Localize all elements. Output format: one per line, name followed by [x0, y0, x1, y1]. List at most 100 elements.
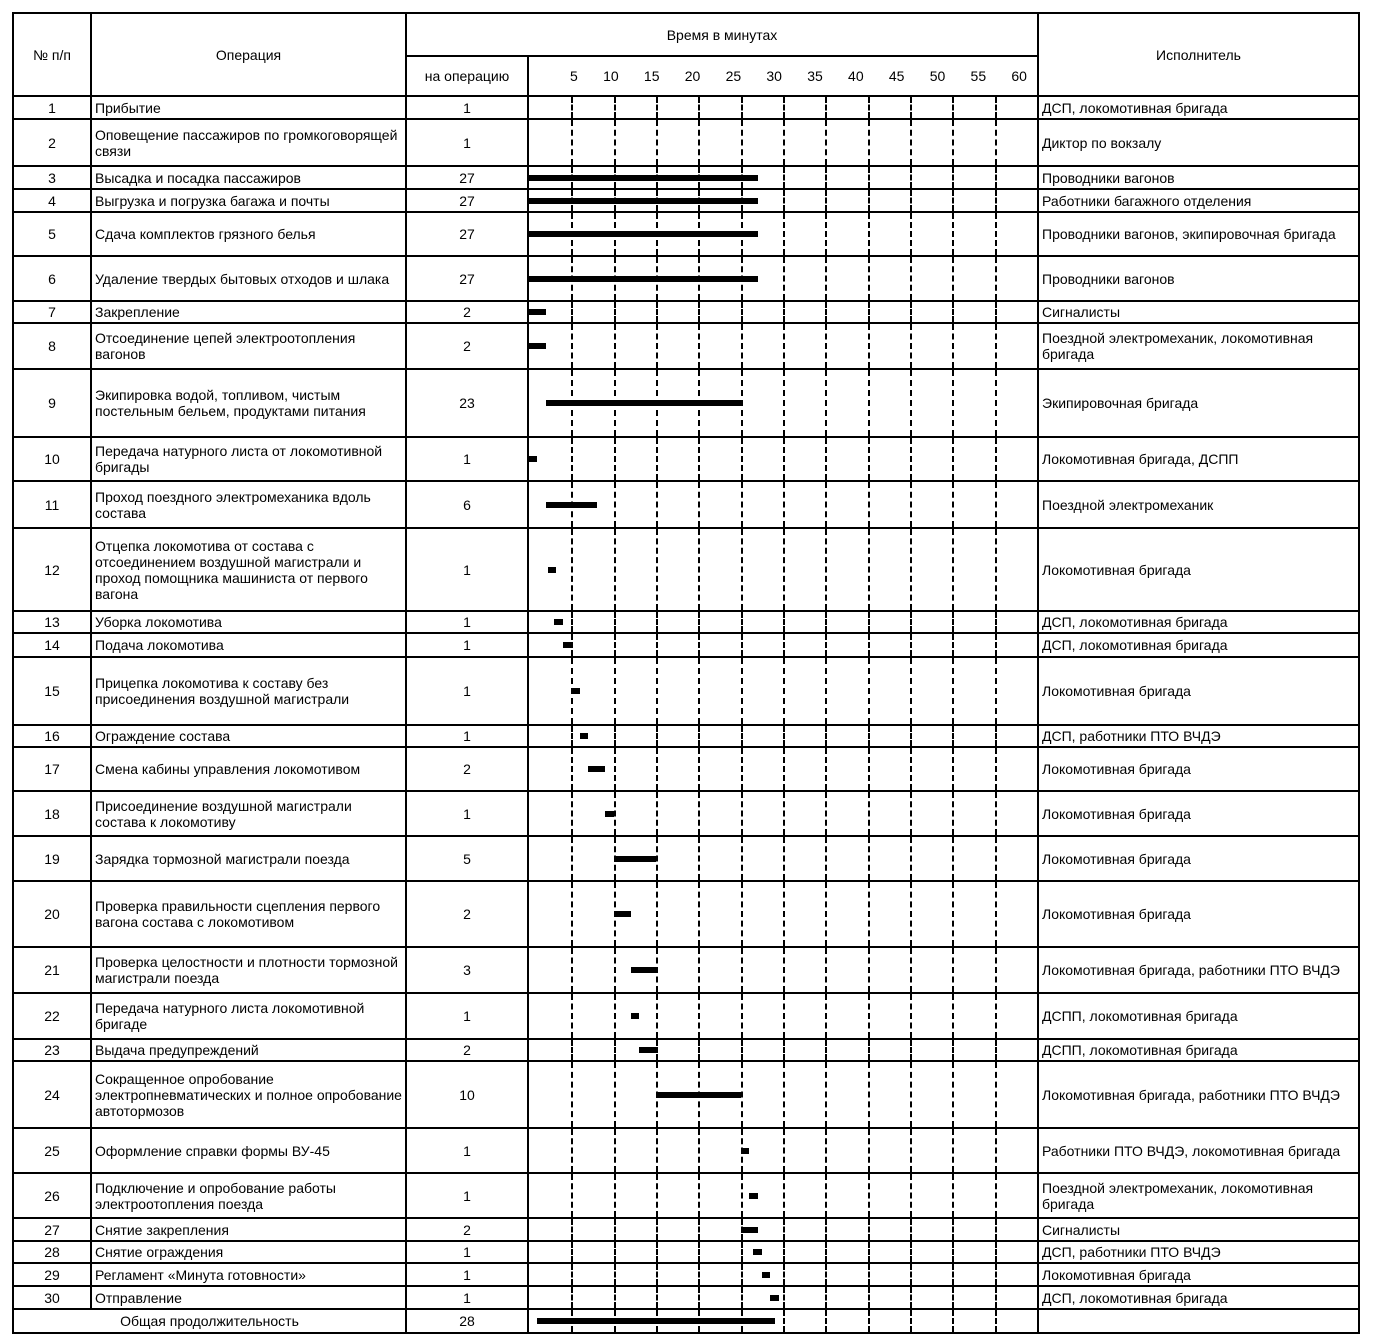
gantt-bar [613, 911, 631, 917]
total-label: Общая продолжительность [12, 1308, 407, 1334]
operation-duration: 1 [405, 436, 529, 482]
gridline [698, 1265, 701, 1284]
executor: ДСП, локомотивная бригада [1037, 610, 1360, 634]
gridline [740, 793, 743, 834]
gridline [571, 98, 574, 117]
operation-name: Сокращенное опробование электропневматич… [90, 1060, 407, 1129]
header-per-operation: на операцию [405, 55, 529, 97]
gridline [910, 1041, 912, 1059]
executor: Сигналисты [1037, 300, 1360, 324]
gridline [952, 439, 955, 479]
gridline [783, 838, 785, 879]
gantt-bar [530, 456, 538, 462]
gridline [656, 635, 658, 655]
gridline [994, 1063, 997, 1126]
operation-name: Присоединение воздушной магистрали соста… [90, 790, 407, 837]
gridline [613, 483, 616, 526]
gridline [825, 1288, 828, 1307]
gridline [571, 793, 574, 834]
gridline [994, 121, 997, 164]
gridline [952, 749, 955, 789]
gridline [698, 1220, 701, 1239]
chart-cell [527, 1172, 1039, 1219]
chart-cell [527, 1308, 1039, 1334]
gridline [825, 883, 828, 945]
chart-cell [527, 322, 1039, 370]
gantt-bar [530, 309, 546, 315]
gridline [698, 1175, 701, 1216]
gridline [825, 1063, 828, 1126]
gridline [952, 1175, 955, 1216]
row-number: 22 [12, 992, 92, 1040]
gridline [613, 659, 616, 723]
gantt-bar [530, 174, 758, 181]
schedule-table: № п/п Операция Время в минутах Исполните… [12, 12, 1360, 1334]
table-row: 30 Отправление 1 ДСП, локомотивная бригада [12, 1285, 1360, 1310]
operation-duration: 2 [405, 880, 529, 948]
table-row: 14 Подача локомотива 1 ДСП, локомотивная бр… [12, 632, 1360, 658]
chart-cell [527, 1285, 1039, 1310]
gantt-bar [530, 275, 758, 282]
row-number: 2 [12, 118, 92, 167]
operation-duration: 2 [405, 1217, 529, 1242]
gridline [952, 838, 955, 879]
table-row: 23 Выдача предупреждений 2 ДСПП, локомотивн… [12, 1038, 1360, 1062]
executor: ДСП, локомотивная бригада [1037, 1285, 1360, 1310]
gridline [740, 371, 743, 435]
operation-name: Регламент «Минута готовности» [90, 1262, 407, 1287]
gridline [994, 727, 997, 745]
gridline [867, 949, 870, 991]
chart-cell [527, 880, 1039, 948]
chart-cell [527, 118, 1039, 167]
gridline [698, 613, 701, 631]
gridline [994, 635, 997, 655]
gridline [867, 530, 870, 609]
gridline [910, 1130, 912, 1171]
gridline [825, 838, 828, 879]
gridline [825, 483, 828, 526]
empty-cell [1037, 1308, 1360, 1334]
chart-cell [527, 436, 1039, 482]
gridline [656, 1220, 658, 1239]
chart-cell [527, 1127, 1039, 1174]
gridline [740, 949, 743, 991]
row-number: 14 [12, 632, 92, 658]
gridline [571, 1220, 574, 1239]
gridline [867, 325, 870, 367]
table-row: 12 Отцепка локомотива от состава с отсоед… [12, 527, 1360, 612]
gridline [740, 98, 743, 117]
gridline [740, 883, 743, 945]
gridline [952, 121, 955, 164]
gridline [867, 121, 870, 164]
gridline [783, 1130, 785, 1171]
operation-name: Выдача предупреждений [90, 1038, 407, 1062]
gridline [867, 1041, 870, 1059]
executor: ДСП, локомотивная бригада [1037, 95, 1360, 120]
gridline [656, 727, 658, 745]
executor: Локомотивная бригада, работники ПТО ВЧДЭ [1037, 1060, 1360, 1129]
tick-label: 30 [766, 68, 782, 84]
gridline [698, 1041, 701, 1059]
gridline [910, 749, 912, 789]
gridline [698, 635, 701, 655]
row-number: 6 [12, 255, 92, 302]
gridline [910, 727, 912, 745]
gantt-bar [753, 1249, 762, 1255]
table-row: 15 Прицепка локомотива к составу без прис… [12, 656, 1360, 726]
gridline [783, 995, 785, 1037]
gridline [910, 883, 912, 945]
gridline [571, 121, 574, 164]
gridline [994, 659, 997, 723]
operation-duration: 1 [405, 1127, 529, 1174]
chart-cell [527, 1262, 1039, 1287]
executor: Работники багажного отделения [1037, 188, 1360, 213]
chart-cell [527, 1217, 1039, 1242]
gridline [994, 838, 997, 879]
gridline [994, 1130, 997, 1171]
operation-name: Передача натурного листа от локомотивной… [90, 436, 407, 482]
operation-duration: 1 [405, 724, 529, 748]
executor: Работники ПТО ВЧДЭ, локомотивная бригада [1037, 1127, 1360, 1174]
gridline [825, 749, 828, 789]
gridline [698, 303, 701, 321]
gridline [698, 530, 701, 609]
